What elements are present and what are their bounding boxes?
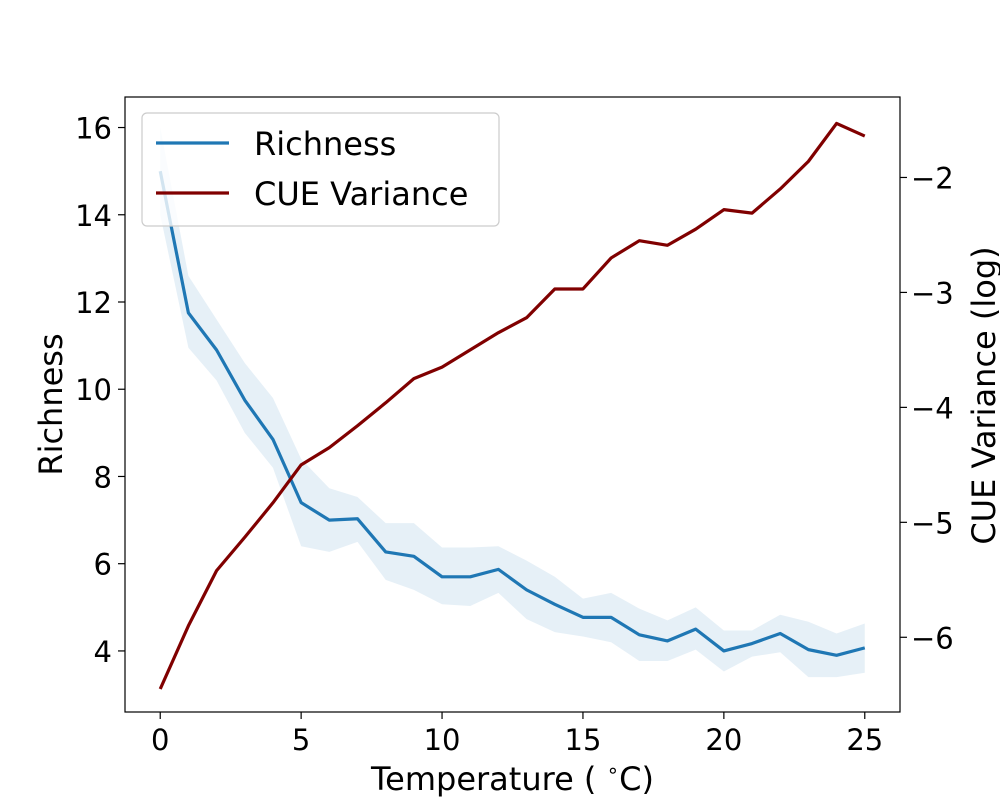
y2-tick-label: −4 bbox=[911, 391, 954, 425]
x-tick-label: 20 bbox=[705, 723, 742, 757]
y-tick-label: 14 bbox=[75, 199, 112, 233]
y-tick-label: 6 bbox=[94, 548, 112, 582]
y2-tick-label: −5 bbox=[911, 506, 954, 540]
plot-frame bbox=[124, 96, 901, 713]
x-tick-label: 5 bbox=[292, 723, 310, 757]
richness-confidence-band bbox=[160, 127, 865, 678]
cue-variance-line bbox=[158, 121, 866, 690]
x-tick-label: 15 bbox=[565, 723, 602, 757]
legend-label: Richness bbox=[254, 125, 396, 163]
y-tick-label: 10 bbox=[75, 373, 112, 407]
y-tick-label: 4 bbox=[94, 635, 112, 669]
y-tick-label: 8 bbox=[94, 460, 112, 494]
y-tick-label: 12 bbox=[75, 286, 112, 320]
y2-axis-title: CUE Variance (log) bbox=[965, 246, 1000, 544]
richness-line bbox=[158, 170, 866, 657]
x-tick-label: 25 bbox=[846, 723, 883, 757]
y2-tick-label: −6 bbox=[911, 621, 954, 655]
y-axis-right: −6 −5 −4 −3 −2 bbox=[900, 161, 954, 655]
legend: Richness CUE Variance bbox=[141, 112, 500, 227]
series-layer bbox=[158, 121, 866, 690]
x-axis: 0 5 10 15 20 25 bbox=[151, 712, 883, 757]
y2-tick-label: −3 bbox=[911, 276, 954, 310]
y2-tick-label: −2 bbox=[911, 161, 954, 195]
legend-box bbox=[141, 112, 500, 227]
legend-label: CUE Variance bbox=[254, 175, 468, 213]
x-tick-label: 10 bbox=[424, 723, 461, 757]
x-tick-label: 0 bbox=[151, 723, 169, 757]
y-tick-label: 16 bbox=[75, 112, 112, 146]
y-axis-title: Richness bbox=[32, 333, 70, 475]
x-axis-title: Temperature ( ∘C) bbox=[370, 758, 654, 798]
y-axis-left: 4 6 8 10 12 14 16 bbox=[75, 112, 125, 669]
